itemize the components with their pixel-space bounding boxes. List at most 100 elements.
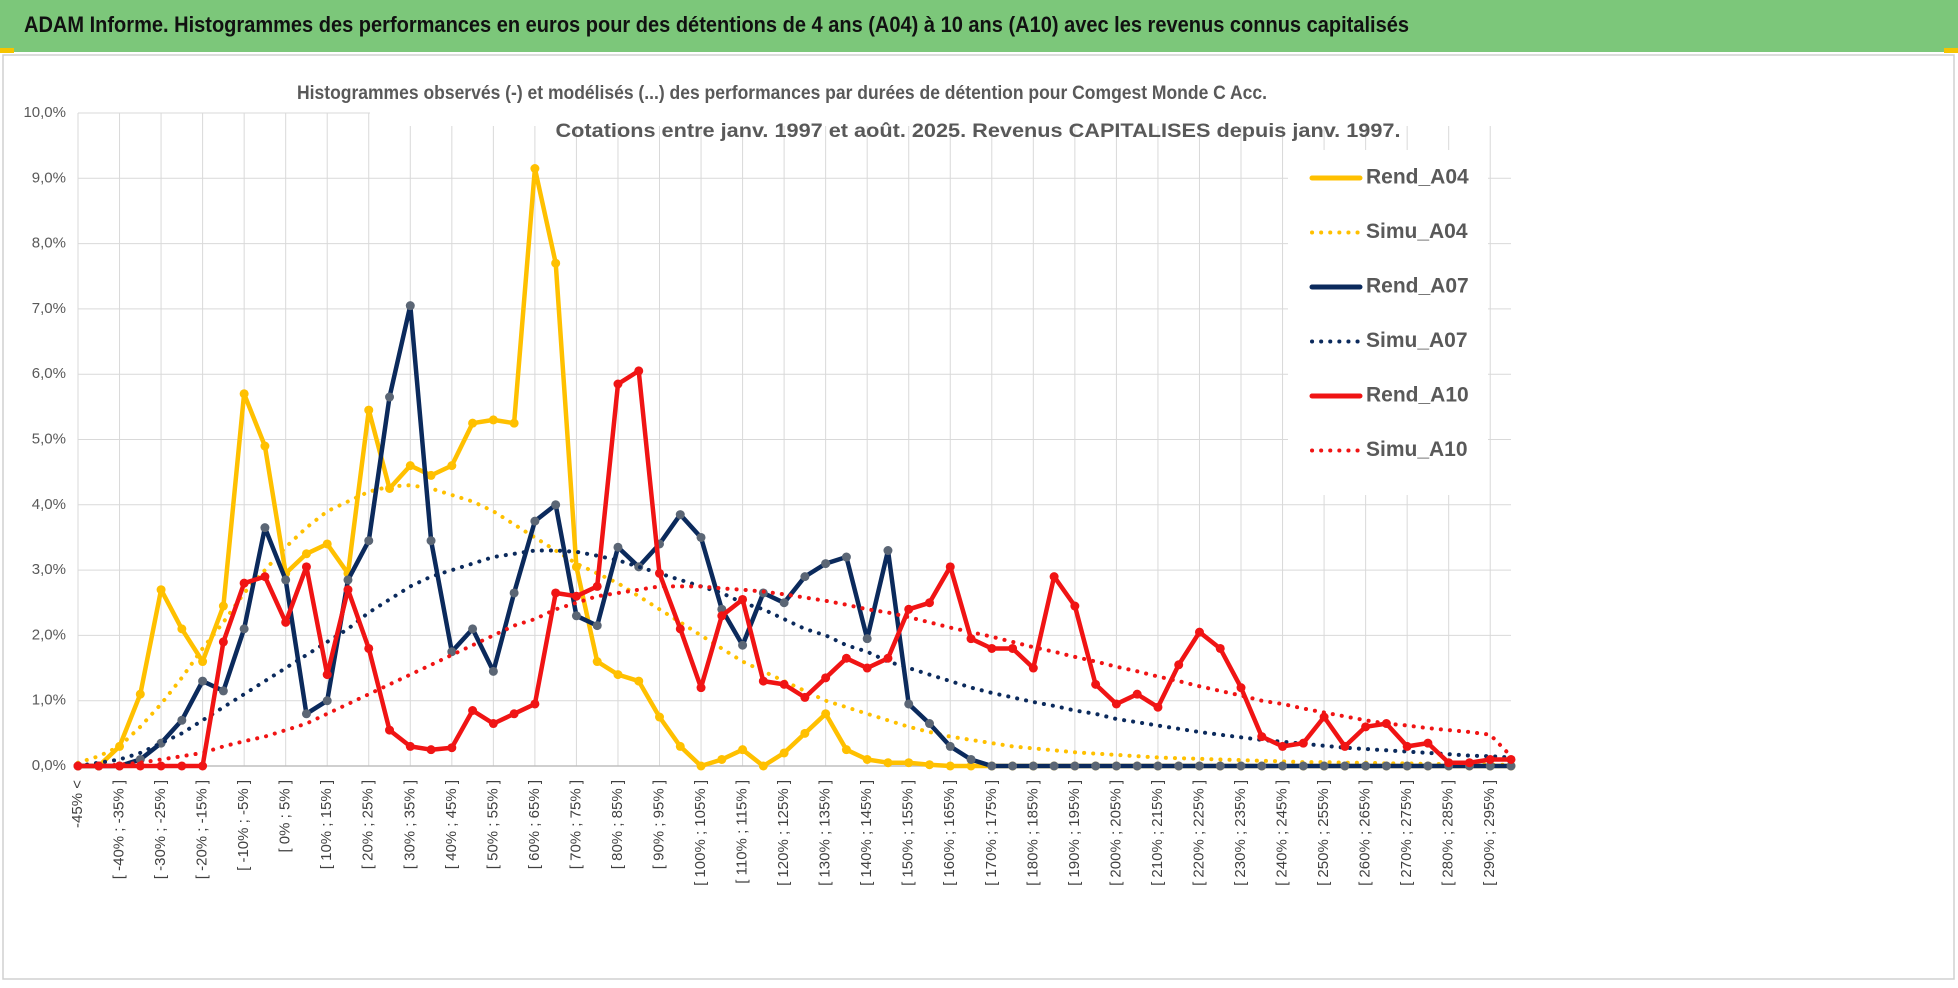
data-point [1464,758,1474,768]
data-point [779,748,789,758]
data-point [966,761,976,771]
data-point [1402,761,1412,771]
data-point [1444,758,1454,768]
data-point [738,594,748,604]
data-point [385,392,395,402]
data-point [509,588,519,598]
data-point [1485,754,1495,764]
data-point [281,575,291,585]
x-tick-label: [ -40% ; -35% ] [111,780,128,879]
data-point [1236,683,1246,693]
data-point [1194,627,1204,637]
data-point [1070,761,1080,771]
x-tick-label: [ 100% ; 105% ] [692,780,709,886]
y-tick-label: 1,0% [32,692,66,709]
data-point [862,754,872,764]
data-point [177,761,187,771]
data-point [1174,761,1184,771]
data-point [945,741,955,751]
data-point [717,611,727,621]
data-point [675,741,685,751]
x-tick-label: [ 290% ; 295% ] [1481,780,1498,886]
data-point [1340,741,1350,751]
data-point [198,676,208,686]
data-point [966,634,976,644]
data-point [405,461,415,471]
data-point [1319,761,1329,771]
x-tick-label: [ 170% ; 175% ] [983,780,1000,886]
data-point [1298,761,1308,771]
data-point [301,549,311,559]
x-tick-label: [ 260% ; 265% ] [1357,780,1374,886]
data-point [239,624,249,634]
data-point [592,657,602,667]
x-tick-label: [ 210% ; 215% ] [1149,780,1166,886]
data-point [1028,761,1038,771]
data-point [1319,712,1329,722]
data-point [1402,741,1412,751]
data-point [177,624,187,634]
data-point [468,705,478,715]
y-tick-label: 5,0% [32,430,66,447]
legend-bg [1288,150,1488,495]
x-tick-label: -45% < [69,780,86,828]
x-tick-label: [ 200% ; 205% ] [1107,780,1124,886]
data-point [1485,761,1495,771]
series-line [75,368,1514,769]
chart-frame [2,54,1955,980]
data-point [1381,761,1391,771]
data-point [696,683,706,693]
legend-label: Simu_A04 [1366,220,1468,243]
data-point [1278,741,1288,751]
data-point [779,598,789,608]
data-point [1111,699,1121,709]
data-point [1111,761,1121,771]
chart-subtitle: Cotations entre janv. 1997 et août. 2025… [556,121,1401,142]
data-point [198,657,208,667]
chart-title: Histogrammes observés (-) et modélisés (… [297,83,1267,104]
data-point [821,673,831,683]
data-point [675,510,685,520]
corner [1944,48,1958,53]
data-point [447,647,457,657]
x-tick-label: [ -30% ; -25% ] [152,780,169,879]
data-point [1215,761,1225,771]
data-point [800,692,810,702]
corner [0,48,14,53]
data-point [301,562,311,572]
x-tick-label: [ 180% ; 185% ] [1024,780,1041,886]
data-point [218,601,228,611]
y-tick-label: 2,0% [32,626,66,643]
data-point [945,562,955,572]
data-point [405,301,415,311]
data-point [1153,702,1163,712]
data-point [1132,761,1142,771]
data-point [571,591,581,601]
data-point [343,585,353,595]
data-point [260,441,270,451]
x-tick-label: [ 60% ; 65% ] [526,780,543,869]
data-point [218,637,228,647]
data-point [301,709,311,719]
data-point [634,366,644,376]
data-point [924,598,934,608]
data-point [468,624,478,634]
data-point [1506,754,1516,764]
data-point [488,666,498,676]
data-point [738,745,748,755]
header-title: ADAM Informe. Histogrammes des performan… [24,12,1409,37]
data-point [655,568,665,578]
title-bg [370,60,1590,126]
data-point [239,578,249,588]
y-tick-label: 4,0% [32,496,66,513]
data-point [1423,738,1433,748]
data-point [364,405,374,415]
legend-label: Rend_A10 [1366,384,1469,407]
data-point [156,761,166,771]
data-point [1278,761,1288,771]
data-point [364,643,374,653]
data-point [198,761,208,771]
x-tick-label: [ 150% ; 155% ] [900,780,917,886]
